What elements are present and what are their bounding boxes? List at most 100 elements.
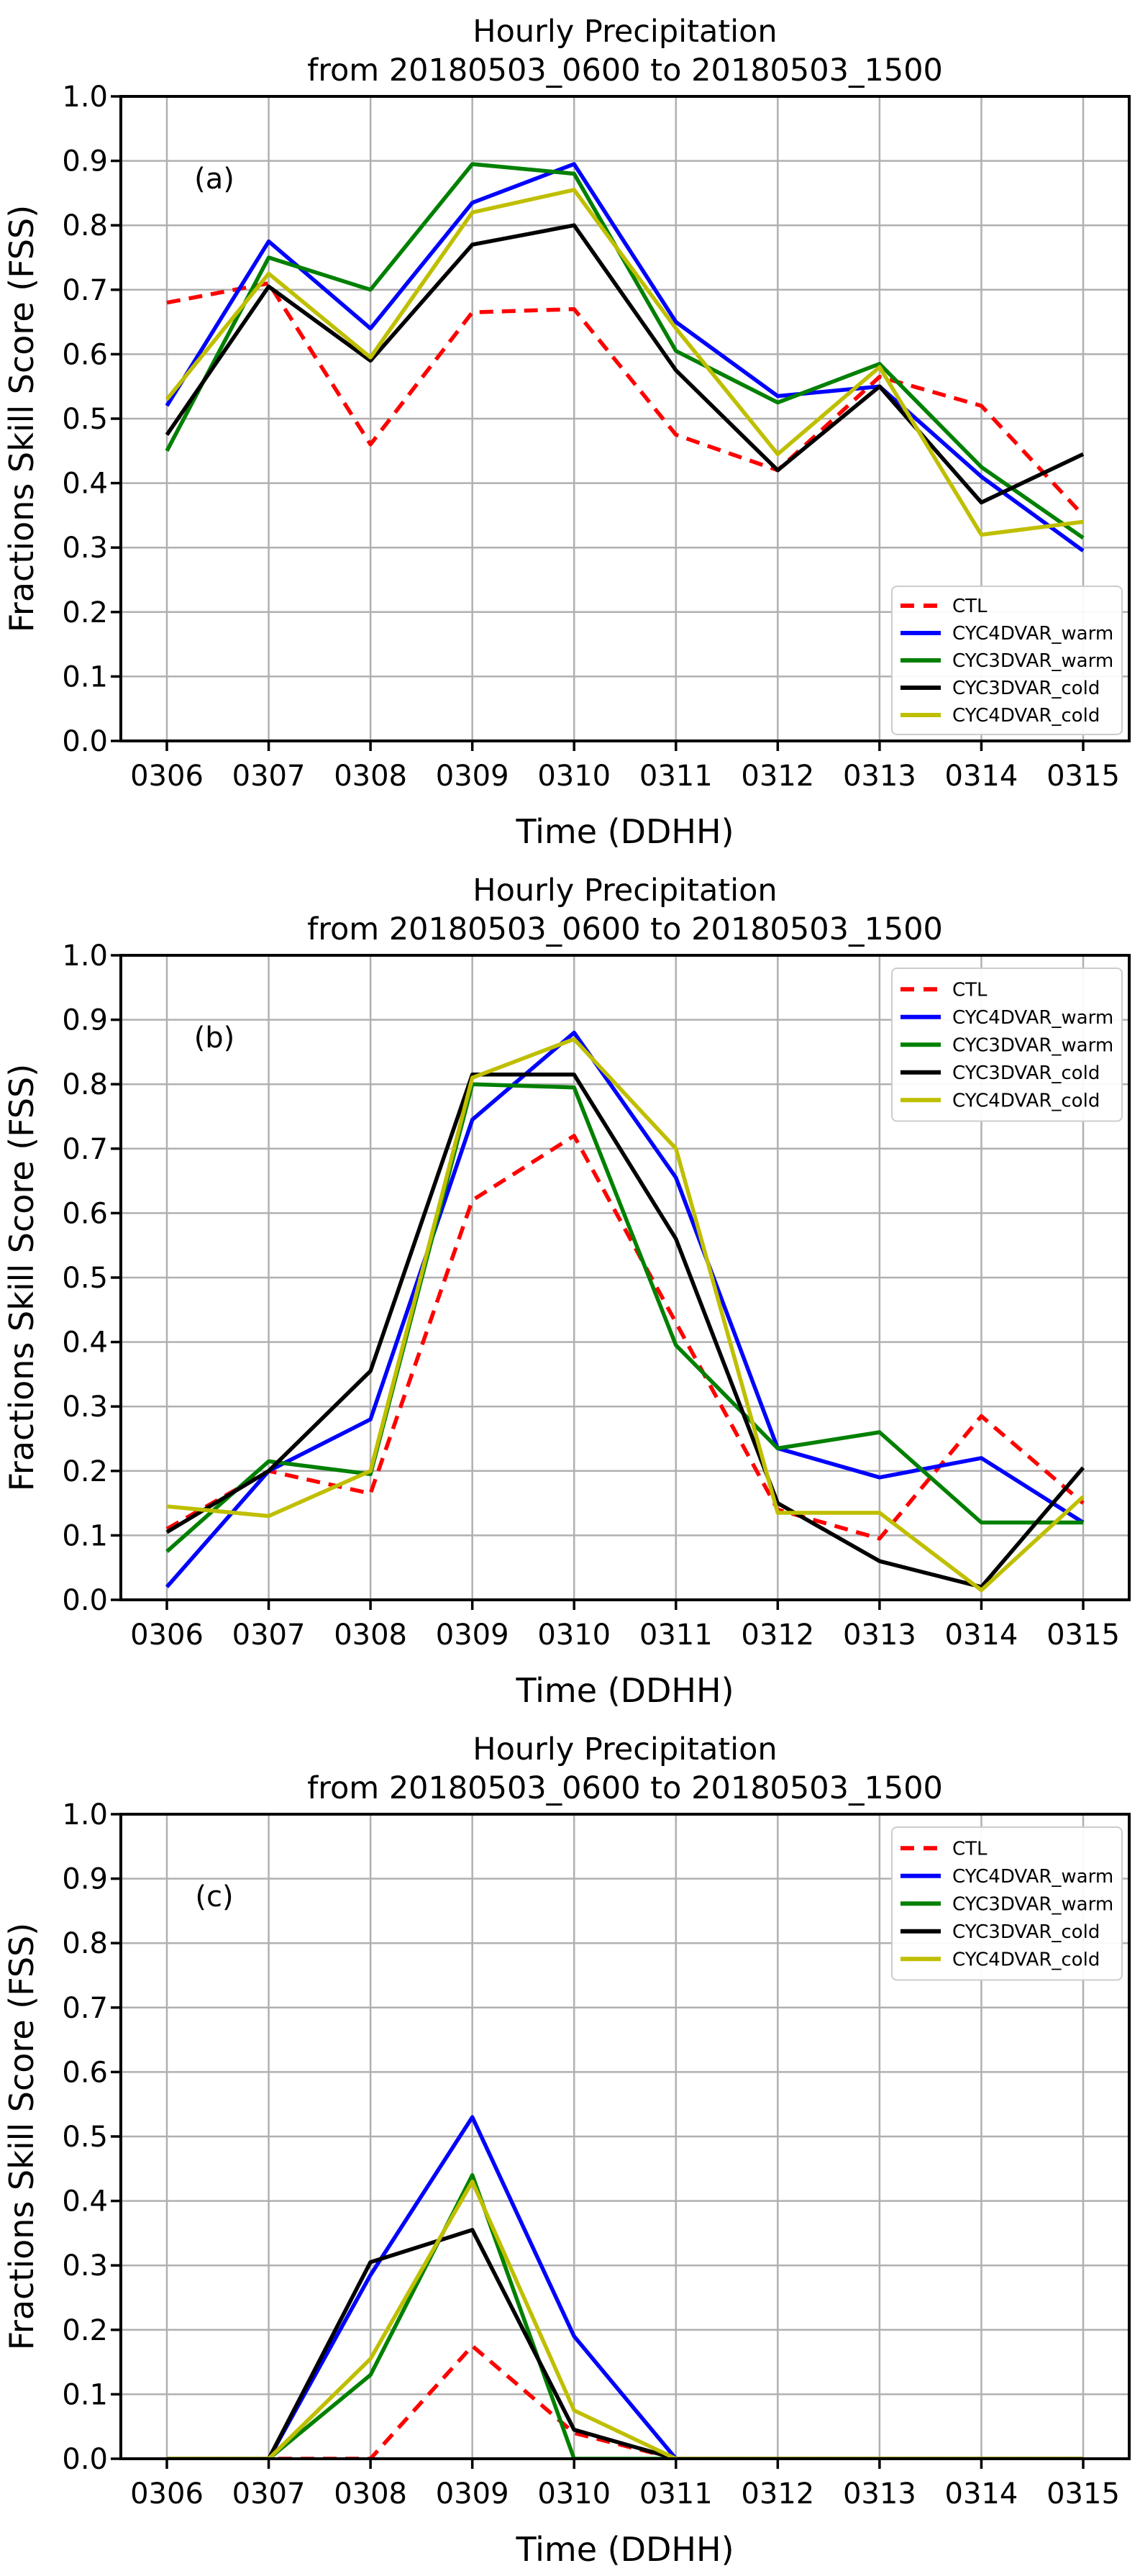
x-tick-label: 0307 (232, 760, 306, 793)
y-tick-label: 0.1 (62, 660, 108, 693)
series-group (167, 2115, 1083, 2459)
series-line-cyc3dvar_cold (165, 1073, 1085, 1589)
y-tick-label: 0.8 (62, 209, 108, 242)
y-tick-label: 0.6 (62, 2056, 108, 2089)
y-tick-label: 0.5 (62, 403, 108, 436)
y-tick-label: 0.0 (62, 1584, 108, 1617)
y-tick-label: 0.8 (62, 1927, 108, 1960)
legend-label: CYC4DVAR_cold (952, 1090, 1100, 1111)
y-axis-label: Fractions Skill Score (FSS) (2, 205, 41, 632)
series-line-cyc4dvar_warm (167, 2115, 1083, 2459)
y-tick-label: 0.9 (62, 1863, 108, 1896)
y-tick-label: 0.4 (62, 2185, 108, 2218)
chart-panel-c: 0306 0307 0308 0309 0310 0311 0312 0313 0314 0315… (0, 1718, 1140, 2576)
y-tick-label: 0.0 (62, 725, 108, 758)
y-tick-label: 0.3 (62, 532, 108, 565)
y-tick-label: 1.0 (62, 81, 108, 114)
y-tick-label: 0.7 (62, 1992, 108, 2025)
x-tick-label: 0310 (537, 2477, 611, 2511)
legend-label: CYC4DVAR_warm (952, 1007, 1113, 1029)
series-line-cyc3dvar_warm (167, 2173, 1083, 2459)
chart-title: Hourly Precipitation (473, 1731, 777, 1767)
y-tick-label: 0.2 (62, 2314, 108, 2347)
legend-label: CTL (952, 979, 988, 1001)
x-tick-label: 0306 (130, 2477, 204, 2511)
series-group (165, 162, 1085, 552)
x-tick-label: 0312 (741, 1619, 814, 1652)
legend-label: CTL (952, 1838, 988, 1860)
legend-label: CYC3DVAR_cold (952, 678, 1100, 699)
x-axis-label: Time (DDHH) (515, 1671, 734, 1710)
y-tick-label: 0.2 (62, 596, 108, 629)
x-tick-label: 0312 (741, 2477, 814, 2511)
y-tick-label: 0.9 (62, 145, 108, 178)
legend-label: CYC3DVAR_cold (952, 1062, 1100, 1084)
x-tick-label: 0308 (334, 2477, 407, 2511)
y-tick-label: 0.1 (62, 2378, 108, 2411)
x-tick-label: 0311 (639, 2477, 713, 2511)
legend-label: CYC3DVAR_warm (952, 1893, 1113, 1915)
x-tick-label: 0313 (843, 2477, 916, 2511)
series-line-cyc3dvar_cold (167, 2228, 1083, 2459)
legend-label: CYC3DVAR_cold (952, 1921, 1100, 1943)
legend-box (891, 1826, 1123, 1981)
legend: CTL CYC4DVAR_warm CYC3DVAR_warm CYC3DVAR_co… (891, 1826, 1123, 1981)
series-line-cyc3dvar_cold (165, 223, 1085, 505)
chart-title: Hourly Precipitation (473, 14, 777, 50)
chart-subtitle: from 20180503_0600 to 20180503_1500 (307, 1770, 943, 1806)
y-axis-label: Fractions Skill Score (FSS) (2, 1923, 41, 2350)
chart-panel-a: 0306 0307 0308 0309 0310 0311 0312 0313 0314 0315… (0, 0, 1140, 859)
x-tick-label: 0315 (1046, 2477, 1120, 2511)
x-tick-label: 0308 (334, 760, 407, 793)
x-tick-label: 0314 (945, 760, 1018, 793)
x-tick-label: 0310 (537, 760, 611, 793)
x-tick-label: 0308 (334, 1619, 407, 1652)
legend-label: CYC4DVAR_warm (952, 1866, 1113, 1888)
x-tick-label: 0311 (639, 760, 713, 793)
series-line-ctl (165, 1134, 1085, 1541)
legend-label: CYC4DVAR_warm (952, 623, 1113, 645)
series-line-cyc4dvar_cold (167, 2179, 1083, 2459)
legend-box (891, 586, 1123, 735)
y-tick-label: 0.7 (62, 1133, 108, 1166)
x-tick-label: 0310 (537, 1619, 611, 1652)
x-tick-label: 0309 (436, 2477, 509, 2511)
legend-box (891, 968, 1123, 1122)
y-tick-label: 1.0 (62, 939, 108, 973)
series-line-cyc3dvar_warm (165, 1082, 1083, 1553)
x-tick-label: 0312 (741, 760, 814, 793)
series-line-cyc4dvar_cold (166, 1037, 1085, 1593)
x-tick-label: 0315 (1046, 760, 1120, 793)
x-tick-label: 0306 (130, 1619, 204, 1652)
x-tick-label: 0313 (843, 1619, 916, 1652)
y-tick-label: 0.5 (62, 1262, 108, 1295)
x-tick-label: 0309 (436, 1619, 509, 1652)
y-tick-label: 0.5 (62, 2121, 108, 2154)
chart-subtitle: from 20180503_0600 to 20180503_1500 (307, 53, 943, 88)
x-tick-label: 0307 (232, 2477, 306, 2511)
ticks: 0306 0307 0308 0309 0310 0311 0312 0313 0314 0315… (62, 81, 1120, 793)
y-tick-label: 0.2 (62, 1455, 108, 1488)
x-axis-label: Time (DDHH) (515, 812, 734, 851)
panel-letter-label: (b) (194, 1021, 235, 1055)
x-tick-label: 0315 (1046, 1619, 1120, 1652)
y-axis-label: Fractions Skill Score (FSS) (2, 1064, 41, 1491)
y-tick-label: 0.0 (62, 2443, 108, 2476)
legend-label: CYC3DVAR_warm (952, 1034, 1113, 1056)
y-tick-label: 0.4 (62, 1326, 108, 1360)
x-tick-label: 0307 (232, 1619, 306, 1652)
x-tick-label: 0306 (130, 760, 204, 793)
y-tick-label: 0.3 (62, 2249, 108, 2283)
x-tick-label: 0313 (843, 760, 916, 793)
y-tick-label: 0.9 (62, 1004, 108, 1037)
x-axis-label: Time (DDHH) (515, 2530, 734, 2569)
y-tick-label: 0.8 (62, 1068, 108, 1101)
y-tick-label: 1.0 (62, 1798, 108, 1831)
series-line-cyc4dvar_cold (165, 188, 1084, 537)
series-line-cyc4dvar_warm (165, 1030, 1085, 1588)
ticks: 0306 0307 0308 0309 0310 0311 0312 0313 0314 0315… (62, 939, 1120, 1652)
x-tick-label: 0309 (436, 760, 509, 793)
x-tick-label: 0314 (945, 2477, 1018, 2511)
y-tick-label: 0.4 (62, 468, 108, 501)
